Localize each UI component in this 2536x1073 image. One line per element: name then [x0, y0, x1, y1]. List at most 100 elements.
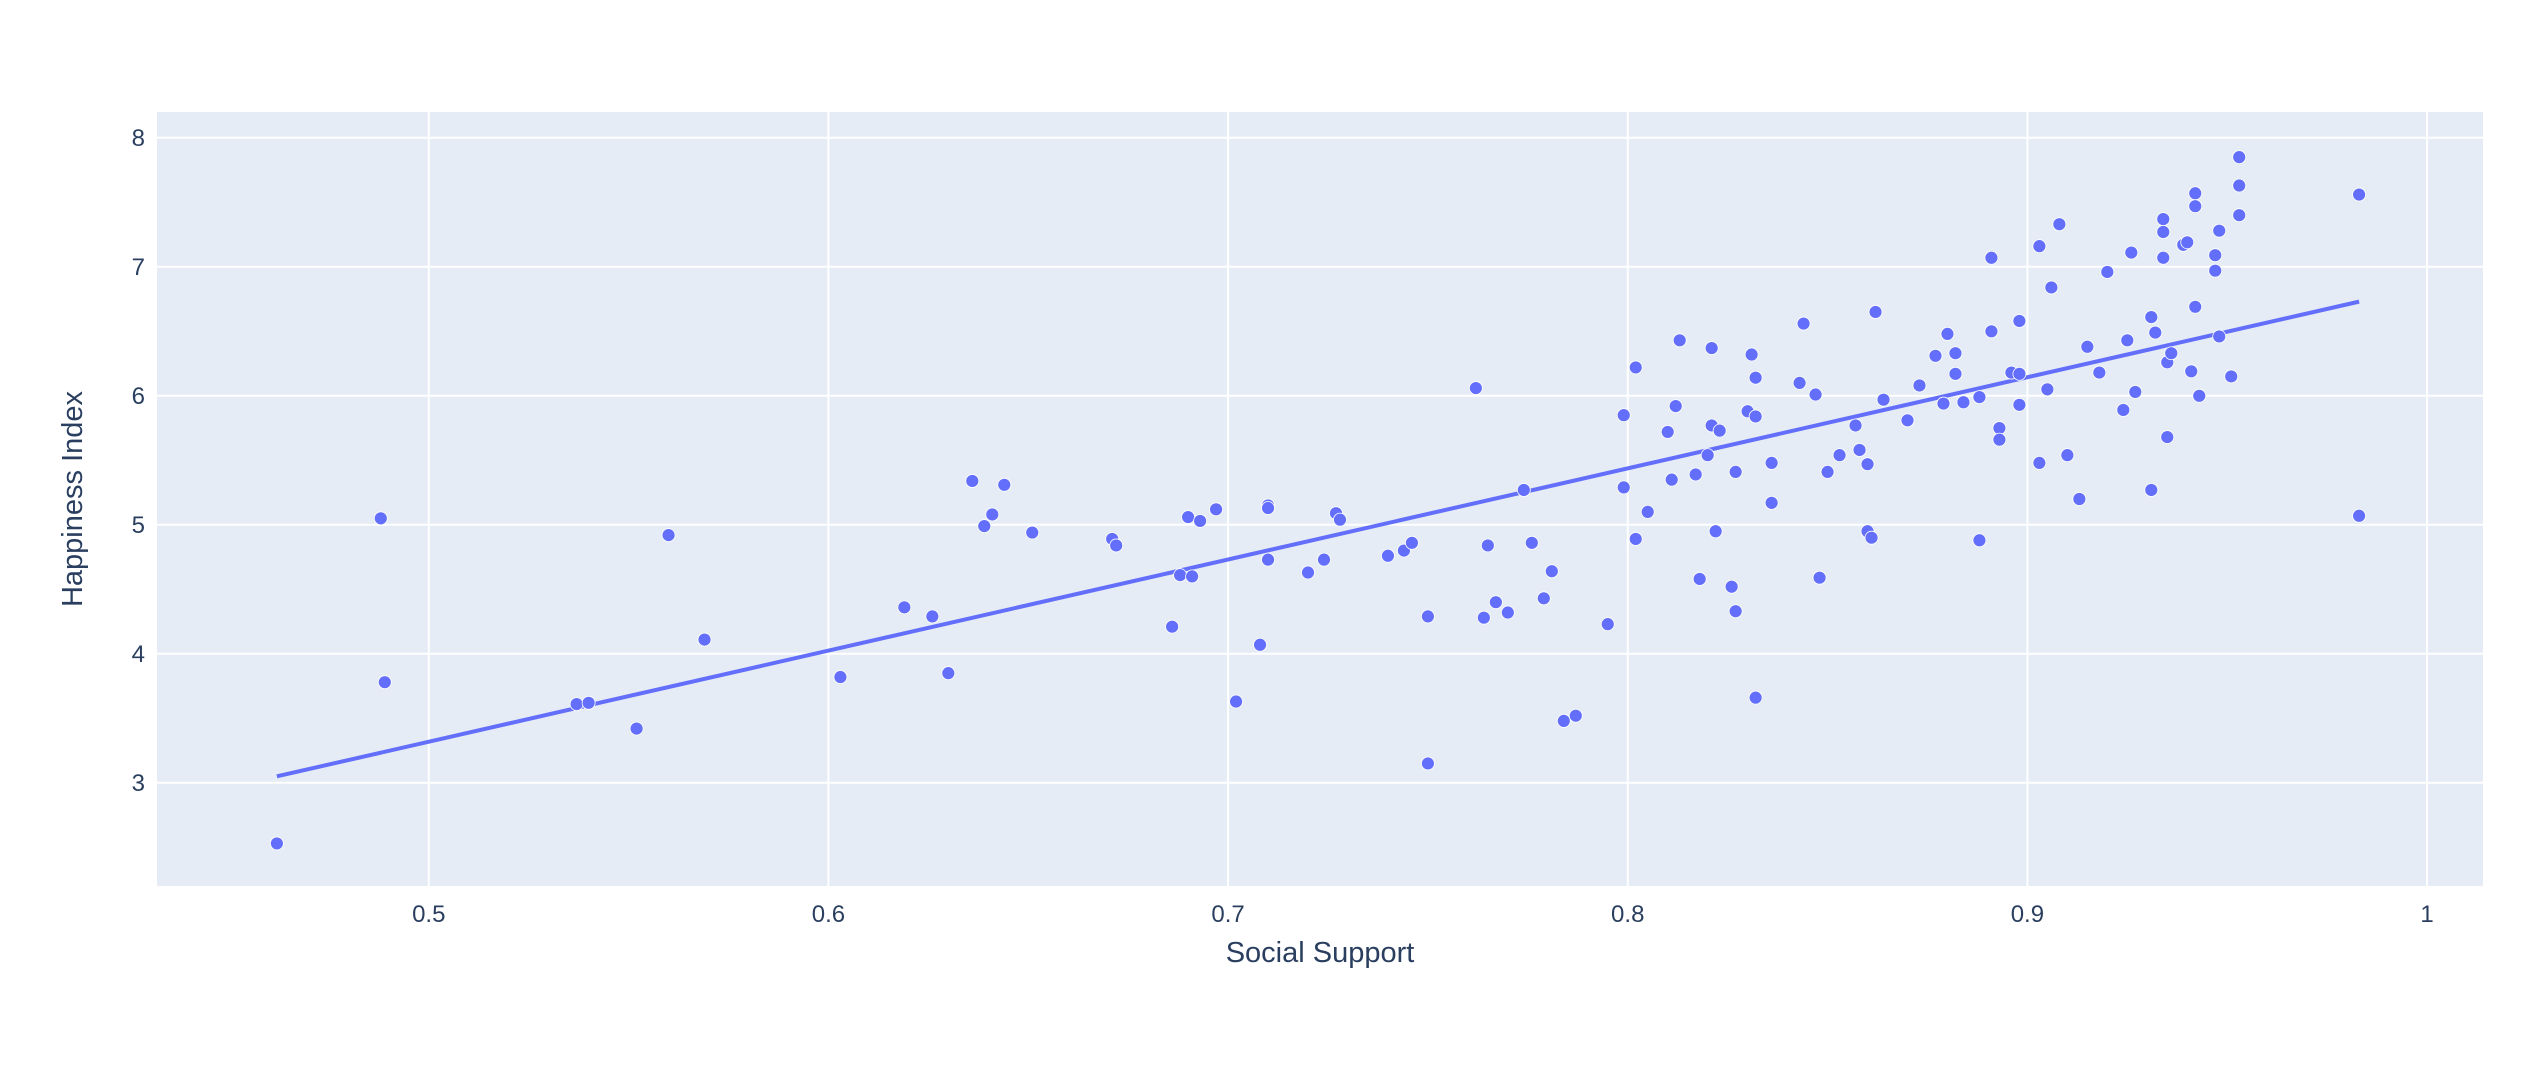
- scatter-point: [697, 632, 712, 647]
- scatter-point: [1109, 538, 1124, 553]
- y-tick-label: 3: [132, 770, 145, 797]
- scatter-point: [2148, 325, 2163, 340]
- scatter-point: [1524, 535, 1539, 550]
- scatter-point: [1544, 564, 1559, 579]
- scatter-point: [1181, 510, 1196, 524]
- scatter-point: [1692, 572, 1707, 586]
- scatter-point: [1992, 421, 2007, 435]
- scatter-point: [2180, 235, 2195, 250]
- scatter-point: [1516, 483, 1531, 497]
- scatter-point: [1381, 548, 1395, 563]
- scatter-point: [2116, 403, 2131, 417]
- scatter-point: [2144, 310, 2159, 325]
- scatter-point: [1628, 360, 1643, 375]
- scatter-point: [2232, 150, 2247, 165]
- scatter-point: [1992, 432, 2007, 447]
- scatter-point: [1912, 378, 1927, 393]
- scatter-point: [1660, 425, 1675, 439]
- scatter-point: [833, 670, 848, 684]
- scatter-point: [1488, 595, 1503, 610]
- scatter-point: [1500, 605, 1515, 620]
- gridlines: [157, 112, 2483, 886]
- scatter-point: [1616, 408, 1631, 423]
- scatter-point: [2224, 369, 2239, 384]
- scatter-point: [1972, 390, 1987, 404]
- scatter-point: [2144, 483, 2159, 497]
- scatter-point: [2208, 263, 2223, 278]
- scatter-point: [2188, 299, 2203, 314]
- scatter-point: [2040, 382, 2055, 397]
- scatter-point: [965, 474, 980, 488]
- scatter-point: [997, 477, 1012, 492]
- scatter-point: [1808, 387, 1823, 402]
- scatter-point: [1556, 713, 1571, 728]
- data-points: [269, 150, 2367, 851]
- scatter-point: [1864, 530, 1879, 545]
- scatter-point: [1900, 413, 1915, 428]
- scatter-point: [581, 695, 596, 710]
- y-axis-tick-labels: 3 4 5 6 7 8: [132, 125, 145, 797]
- y-axis-title: Happiness Index: [57, 390, 89, 607]
- trendline-layer: [276, 299, 2360, 779]
- scatter-point: [2032, 455, 2047, 470]
- scatter-point: [1748, 409, 1763, 424]
- scatter-point: [1928, 348, 1943, 363]
- scatter-point: [1476, 610, 1491, 625]
- scatter-point: [377, 675, 392, 690]
- scatter-point: [2124, 245, 2139, 260]
- scatter-point: [1764, 455, 1779, 470]
- scatter-point: [269, 836, 284, 851]
- scatter-point: [1956, 395, 1971, 410]
- scatter-point: [1820, 465, 1835, 479]
- scatter-point: [1728, 604, 1743, 619]
- scatter-point: [2100, 265, 2115, 279]
- scatter-point: [2212, 329, 2227, 344]
- scatter-point: [1421, 756, 1435, 771]
- scatter-point: [897, 600, 912, 615]
- scatter-point: [2232, 208, 2247, 223]
- scatter-point: [2060, 448, 2075, 463]
- scatter-point: [1165, 619, 1180, 634]
- scatter-point: [1688, 467, 1703, 482]
- scatter-point: [2156, 225, 2171, 239]
- scatter-point: [1832, 448, 1847, 463]
- scatter-point: [1972, 533, 1987, 548]
- scatter-point: [1229, 694, 1243, 709]
- scatter-point: [1421, 609, 1435, 624]
- scatter-point: [1876, 392, 1891, 407]
- scatter-point: [661, 528, 676, 543]
- x-tick-label: 0.6: [812, 901, 845, 928]
- scatter-point: [1209, 502, 1223, 517]
- scatter-point: [1261, 501, 1275, 515]
- scatter-point: [1025, 525, 1040, 540]
- scatter-point: [1616, 480, 1631, 495]
- scatter-point: [1253, 637, 1267, 652]
- scatter-point: [1468, 381, 1483, 395]
- scatter-point: [2052, 217, 2067, 232]
- scatter-point: [1724, 579, 1739, 594]
- scatter-point: [2044, 280, 2059, 295]
- scatter-point: [1261, 552, 1275, 567]
- scatter-point: [2352, 508, 2367, 523]
- scatter-point: [2160, 430, 2175, 444]
- scatter-point: [1796, 316, 1811, 331]
- scatter-point: [2212, 223, 2227, 238]
- scatter-point: [2120, 333, 2135, 348]
- scatter-point: [1333, 512, 1347, 527]
- scatter-point: [2188, 199, 2203, 214]
- scatter-point: [1672, 333, 1687, 348]
- y-tick-label: 5: [132, 512, 145, 539]
- x-tick-label: 0.9: [2011, 901, 2044, 928]
- scatter-point: [1700, 448, 1715, 463]
- scatter-point: [1301, 565, 1315, 580]
- scatter-point: [629, 721, 644, 736]
- y-tick-label: 4: [132, 641, 145, 668]
- scatter-point: [1317, 552, 1331, 567]
- scatter-point: [2156, 212, 2171, 226]
- scatter-point: [1948, 346, 1963, 361]
- scatter-point: [1480, 538, 1495, 553]
- scatter-point: [2072, 492, 2087, 506]
- scatter-point: [1536, 591, 1551, 606]
